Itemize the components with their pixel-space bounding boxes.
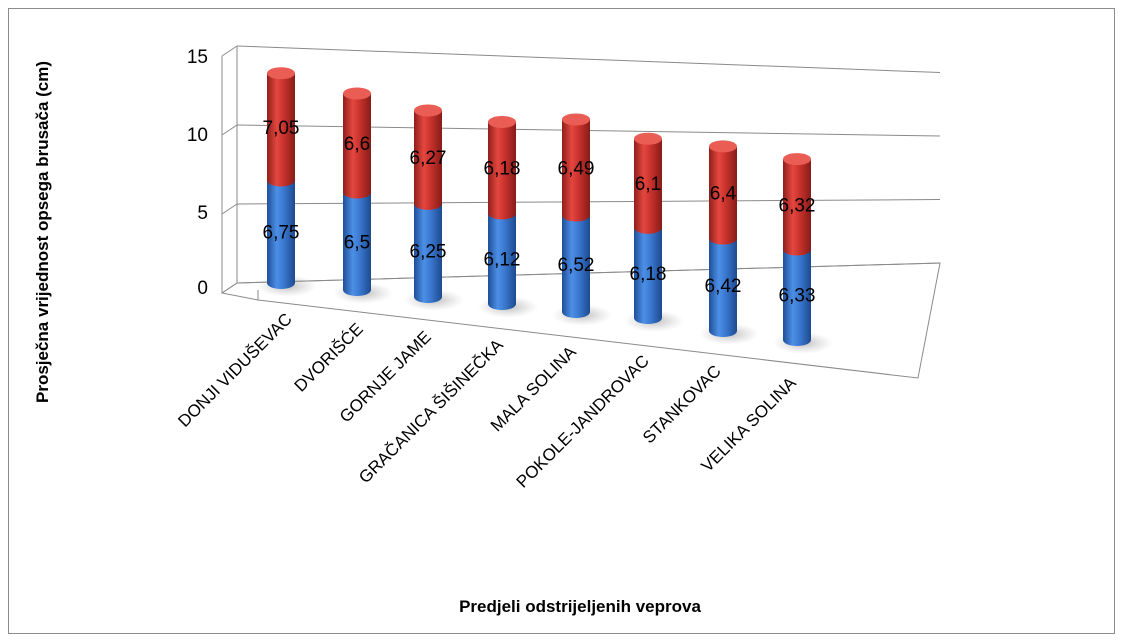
side-gridline — [221, 124, 238, 136]
side-gridline — [221, 45, 238, 57]
bar-segment-1 — [783, 249, 811, 346]
bar-segment-1 — [414, 203, 442, 303]
data-label: 6,4 — [710, 183, 737, 204]
bar-top — [414, 104, 442, 117]
bar-segment-2 — [343, 93, 372, 199]
x-axis-title: Predjeli odstrijeljenih veprova — [459, 597, 701, 616]
data-label: 6,27 — [410, 148, 447, 169]
data-label: 6,49 — [558, 158, 595, 179]
data-label: 6,12 — [484, 250, 521, 271]
category-label: DVORIŠĆE — [291, 319, 367, 395]
data-label: 6,25 — [410, 241, 447, 262]
data-label: 6,18 — [484, 159, 521, 180]
bar-segment-1 — [634, 227, 662, 324]
y-tick-label: 0 — [197, 278, 208, 299]
bar-segment-2 — [634, 138, 662, 234]
category-label: MALA SOLINA — [487, 342, 580, 435]
y-tick-label: 10 — [187, 125, 208, 146]
data-label: 6,6 — [344, 134, 370, 155]
y-ticks: 0 5 10 15 — [187, 47, 208, 299]
bar-top — [783, 153, 811, 166]
side-gridline — [221, 203, 238, 215]
data-label: 6,42 — [705, 276, 742, 297]
category-label: POKOLE-JANDROVAC — [513, 351, 653, 491]
bar-top — [267, 67, 295, 80]
bar-segment-1 — [343, 192, 371, 296]
data-label: 7,05 — [263, 118, 300, 139]
floor — [220, 262, 941, 379]
bar-segment-2 — [709, 146, 737, 245]
data-label: 6,33 — [779, 286, 816, 307]
bar-segment-2 — [488, 121, 516, 220]
data-label: 6,18 — [630, 264, 667, 285]
bar-segment-2 — [562, 119, 590, 222]
category-label: DONJI VIDUŠEVAC — [174, 309, 295, 430]
data-label: 6,52 — [558, 255, 595, 276]
y-tick-label: 5 — [197, 203, 208, 224]
category-label: VELIKA SOLINA — [698, 373, 801, 476]
category-label: STANKOVAC — [639, 361, 725, 447]
data-label: 6,5 — [344, 232, 370, 253]
bar-segment-1 — [709, 238, 737, 337]
bar-segment-2 — [267, 73, 295, 187]
bar-segment-2 — [783, 159, 811, 256]
bar-top — [562, 113, 590, 126]
bar-segment-2 — [414, 110, 442, 210]
bar-top — [343, 87, 371, 100]
data-label: 6,32 — [779, 195, 816, 216]
bar-top — [709, 140, 737, 153]
data-labels: 6,75 7,05 6,5 6,6 6,25 6,27 6,12 6,18 6,52 6,49 6,… — [263, 118, 816, 307]
bar-segment-1 — [267, 180, 295, 289]
bar-top — [488, 115, 516, 128]
bars — [267, 67, 811, 346]
bar-segment-1 — [562, 215, 590, 318]
data-label: 6,75 — [263, 223, 300, 244]
gridline — [236, 45, 941, 73]
y-tick-label: 15 — [187, 47, 208, 68]
data-label: 6,1 — [635, 174, 661, 195]
bar-top — [634, 132, 662, 145]
bar-segment-1 — [488, 213, 516, 310]
category-label: GRAČANICA ŠIŠINEČKA — [355, 335, 507, 487]
y-axis-title: Prosječna vrijednost opsega brusača (cm) — [33, 61, 52, 403]
